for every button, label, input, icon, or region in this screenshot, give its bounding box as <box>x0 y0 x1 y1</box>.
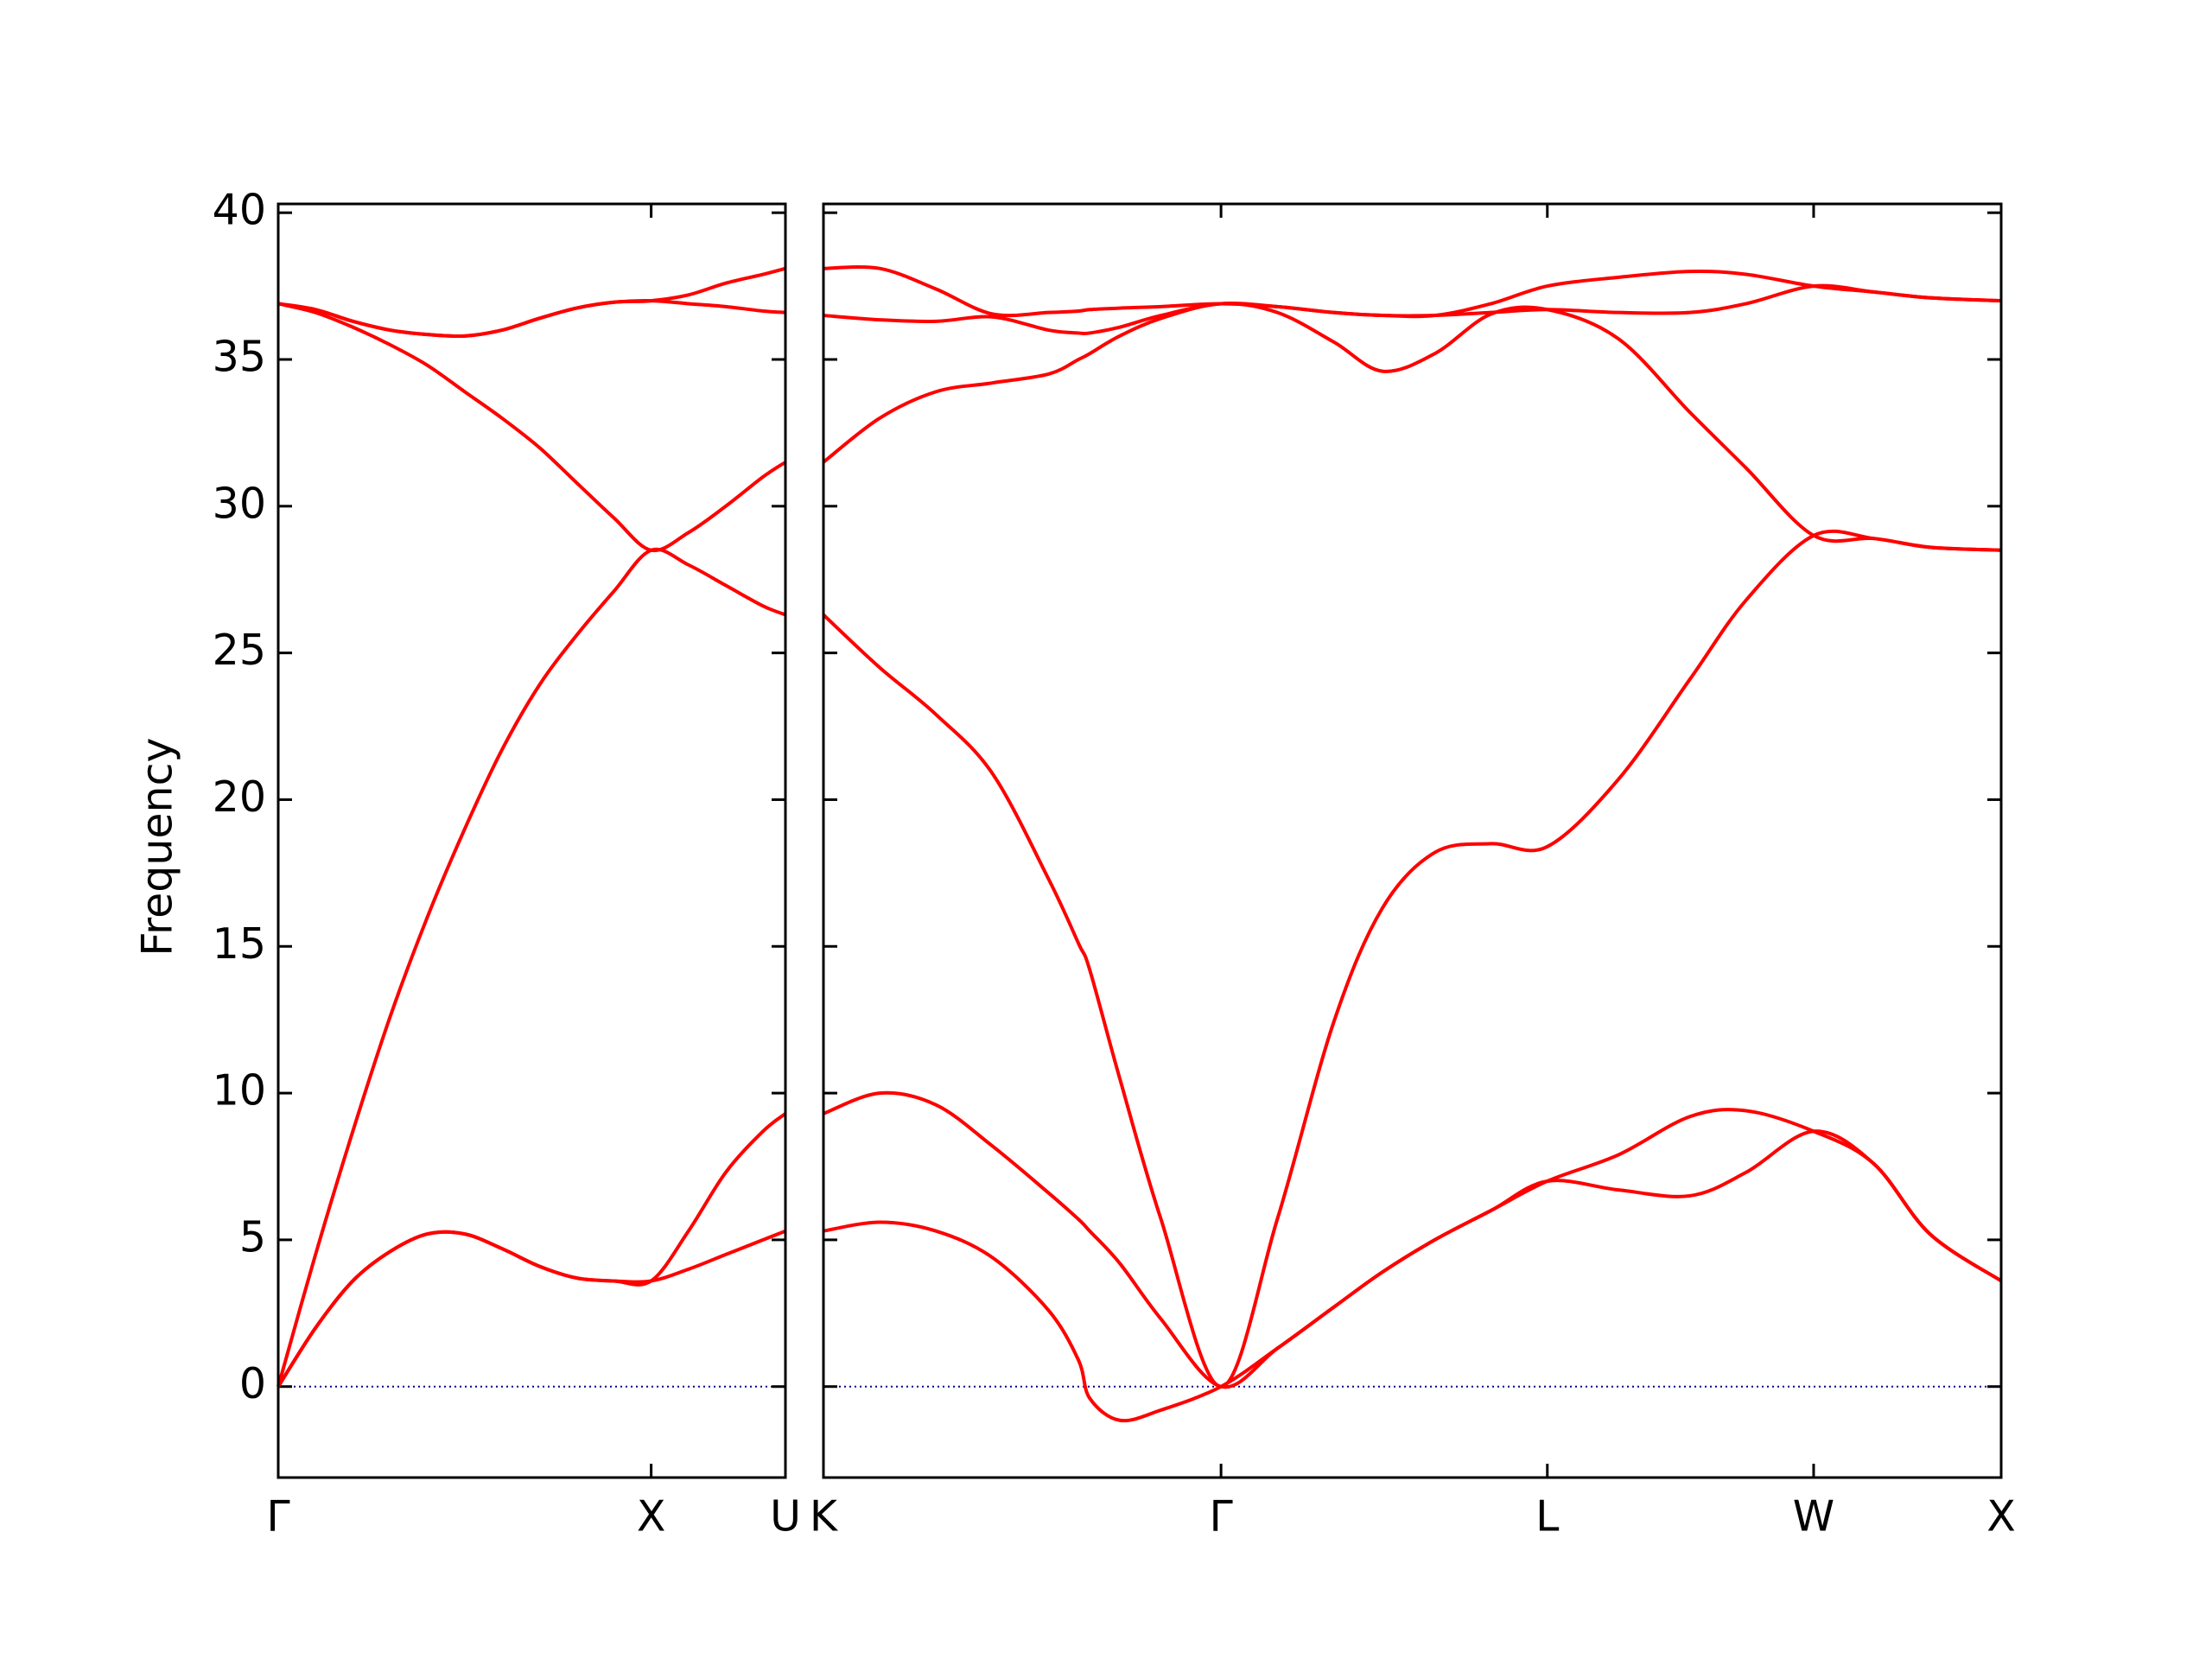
band-line <box>822 302 2002 552</box>
y-tick-label: 0 <box>239 1359 266 1408</box>
x-tick-label: L <box>1535 1492 1560 1541</box>
band-line <box>276 547 786 1388</box>
band-line <box>277 266 786 339</box>
x-tick-label: W <box>1793 1492 1834 1541</box>
y-tick-label: 40 <box>213 186 266 235</box>
x-tick-label: K <box>810 1492 839 1541</box>
y-tick-label: 30 <box>213 479 266 528</box>
y-axis-label: Frequency <box>133 737 182 956</box>
x-tick-label: Γ <box>1209 1492 1233 1541</box>
x-tick-label: X <box>637 1492 666 1541</box>
band-line <box>276 1112 787 1388</box>
band-line <box>277 302 787 553</box>
x-tick-label: Γ <box>266 1492 290 1541</box>
plot-frame <box>276 202 787 1479</box>
band-line <box>823 1090 2003 1389</box>
plot-frame <box>822 202 2003 1479</box>
y-tick-label: 35 <box>213 333 266 382</box>
band-line <box>822 529 2002 1389</box>
x-tick-label: U <box>770 1492 801 1541</box>
x-tick-label: X <box>1986 1492 2016 1541</box>
y-tick-label: 25 <box>213 626 266 675</box>
y-tick-label: 20 <box>213 772 266 822</box>
y-tick-label: 5 <box>239 1212 266 1262</box>
band-line <box>823 264 2002 319</box>
y-tick-label: 15 <box>213 919 266 969</box>
y-tick-label: 10 <box>213 1066 266 1116</box>
